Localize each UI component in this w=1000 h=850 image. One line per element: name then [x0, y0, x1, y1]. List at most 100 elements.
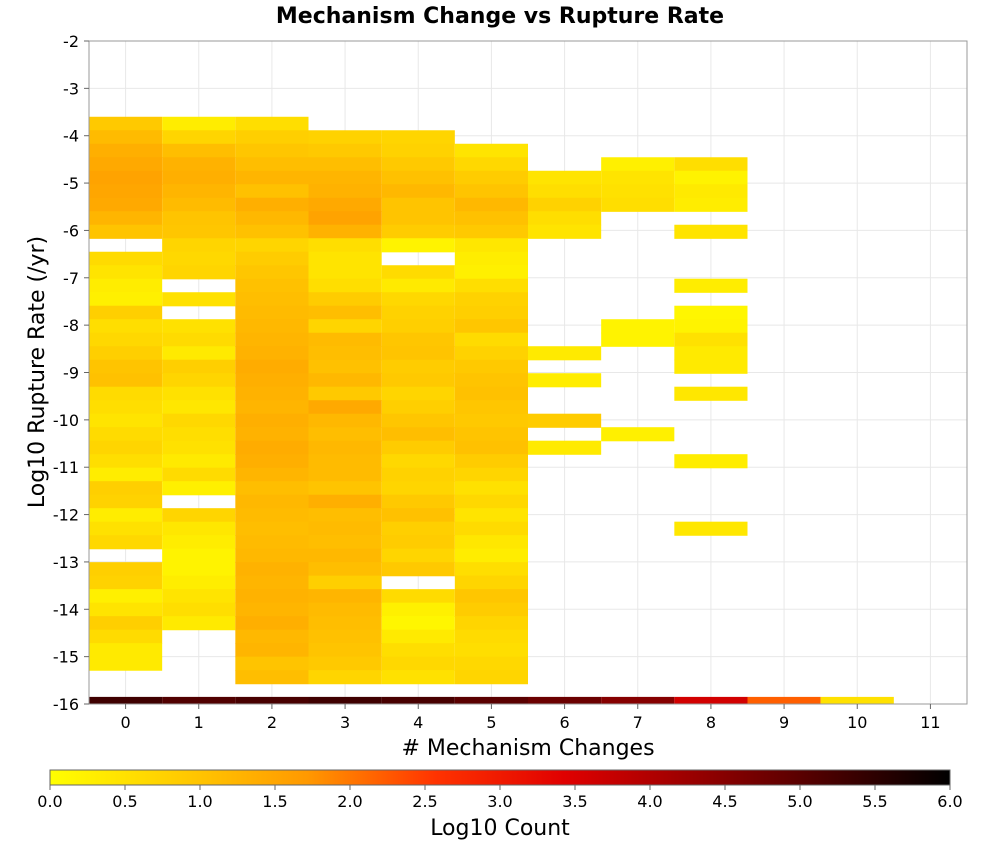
heatmap-cell: [381, 494, 455, 509]
heatmap-cell: [308, 373, 382, 388]
heatmap-cell: [235, 696, 309, 704]
heatmap-cell: [308, 143, 382, 158]
heatmap-cell: [381, 656, 455, 671]
heatmap-cell: [89, 319, 163, 334]
heatmap-cell: [454, 413, 528, 428]
heatmap-cell: [162, 400, 236, 415]
heatmap-cell: [235, 602, 309, 617]
heatmap-cell: [454, 616, 528, 631]
heatmap-cell: [308, 305, 382, 320]
heatmap-cell: [162, 170, 236, 185]
heatmap-cell: [601, 184, 675, 199]
heatmap-cell: [89, 332, 163, 347]
heatmap-cell: [528, 184, 602, 199]
x-tick-label: 7: [633, 713, 643, 732]
heatmap-cell: [308, 157, 382, 172]
heatmap-cell: [162, 157, 236, 172]
heatmap-cell: [674, 319, 748, 334]
heatmap-cell: [454, 670, 528, 685]
heatmap-cell: [308, 562, 382, 577]
x-tick-label: 8: [706, 713, 716, 732]
heatmap-cell: [454, 575, 528, 590]
heatmap-cell: [381, 238, 455, 253]
heatmap-cell: [162, 265, 236, 280]
heatmap-cell: [381, 319, 455, 334]
heatmap-cell: [674, 278, 748, 293]
heatmap-cell: [89, 292, 163, 307]
heatmap-cell: [89, 157, 163, 172]
heatmap-cell: [162, 184, 236, 199]
heatmap-cell: [601, 197, 675, 212]
x-tick-label: 4: [413, 713, 423, 732]
colorbar-tick-label: 2.0: [337, 792, 362, 811]
colorbar-tick-label: 4.0: [637, 792, 662, 811]
heatmap-cell: [674, 332, 748, 347]
heatmap-cell: [308, 494, 382, 509]
heatmap-cell: [601, 170, 675, 185]
heatmap-cell: [308, 535, 382, 550]
heatmap-cell: [454, 224, 528, 239]
heatmap-cell: [162, 602, 236, 617]
heatmap-cell: [162, 508, 236, 523]
heatmap-cell: [454, 548, 528, 563]
heatmap-cell: [235, 440, 309, 455]
heatmap-cell: [235, 278, 309, 293]
heatmap-cell: [162, 319, 236, 334]
heatmap-cell: [235, 386, 309, 401]
heatmap-cell: [454, 332, 528, 347]
heatmap-cell: [528, 440, 602, 455]
heatmap-cell: [162, 413, 236, 428]
heatmap-cell: [162, 386, 236, 401]
colorbar-tick-label: 0.0: [37, 792, 62, 811]
heatmap-cell: [89, 589, 163, 604]
heatmap-cell: [454, 143, 528, 158]
heatmap-cell: [381, 454, 455, 469]
heatmap-cell: [235, 346, 309, 361]
heatmap-cell: [89, 143, 163, 158]
heatmap-cell: [674, 386, 748, 401]
y-tick-label: -4: [63, 127, 79, 146]
heatmap-cell: [454, 467, 528, 482]
heatmap-cell: [454, 305, 528, 320]
heatmap-cell: [235, 427, 309, 442]
heatmap-cell: [308, 481, 382, 496]
heatmap-cell: [308, 197, 382, 212]
heatmap-cell: [162, 292, 236, 307]
heatmap-cell: [528, 197, 602, 212]
heatmap-cell: [528, 696, 602, 704]
heatmap-cell: [89, 346, 163, 361]
heatmap-cell: [235, 224, 309, 239]
heatmap-cell: [454, 440, 528, 455]
heatmap-cell: [235, 143, 309, 158]
heatmap-cell: [235, 643, 309, 658]
heatmap-cell: [674, 454, 748, 469]
colorbar-tick-label: 5.5: [862, 792, 887, 811]
heatmap-cell: [89, 656, 163, 671]
heatmap-cell: [381, 467, 455, 482]
heatmap-cell: [89, 535, 163, 550]
heatmap-cell: [528, 170, 602, 185]
heatmap-cell: [381, 696, 455, 704]
heatmap-cell: [308, 521, 382, 536]
heatmap-cell: [601, 319, 675, 334]
heatmap-cell: [381, 359, 455, 374]
heatmap-cell: [381, 521, 455, 536]
heatmap-cell: [308, 386, 382, 401]
heatmap-cell: [454, 494, 528, 509]
heatmap-cell: [381, 629, 455, 644]
heatmap-cell: [235, 157, 309, 172]
heatmap-cell: [381, 157, 455, 172]
heatmap-cell: [235, 562, 309, 577]
heatmap-cell: [162, 575, 236, 590]
heatmap-cell: [235, 265, 309, 280]
x-tick-label: 2: [267, 713, 277, 732]
heatmap-cell: [89, 454, 163, 469]
heatmap-cell: [235, 413, 309, 428]
heatmap-cell: [308, 319, 382, 334]
heatmap-cell: [235, 211, 309, 226]
heatmap-cell: [235, 359, 309, 374]
heatmap-cell: [89, 197, 163, 212]
y-tick-label: -12: [53, 506, 79, 525]
heatmap-cell: [162, 116, 236, 131]
y-tick-label: -6: [63, 221, 79, 240]
